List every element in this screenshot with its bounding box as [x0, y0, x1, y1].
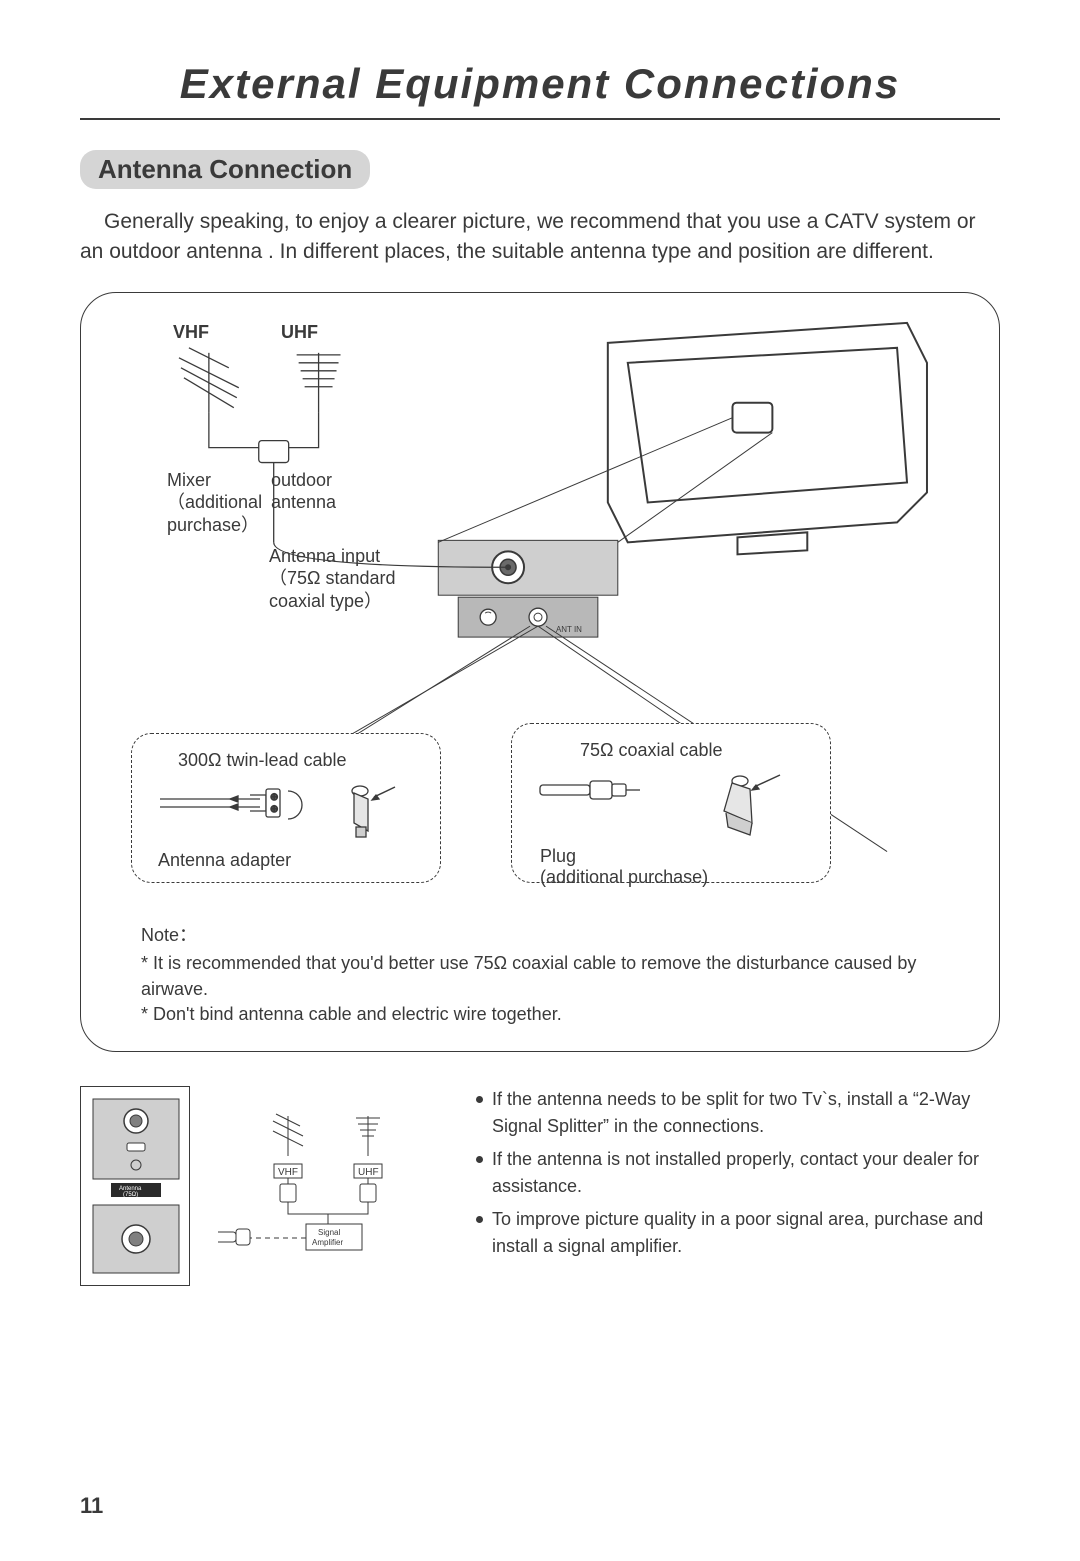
intro-paragraph: Generally speaking, to enjoy a clearer p…	[80, 207, 1000, 268]
svg-text:UHF: UHF	[358, 1167, 379, 1178]
page-number: 11	[80, 1493, 103, 1519]
page-title: External Equipment Connections	[80, 60, 1000, 118]
tip-item: To improve picture quality in a poor sig…	[476, 1206, 1000, 1260]
svg-text:⊕: ⊕	[270, 804, 278, 815]
uhf-label: UHF	[281, 321, 318, 344]
coaxial-illustration	[530, 771, 820, 841]
svg-text:ANT IN: ANT IN	[556, 625, 582, 634]
note-line-1: * It is recommended that you'd better us…	[141, 951, 939, 1001]
plug-label: Plug (additional purchase)	[540, 846, 812, 888]
twin-lead-illustration: ⊕ ⊕	[150, 781, 420, 841]
section-heading-pill: Antenna Connection	[80, 150, 370, 189]
mixer-label: Mixer （additional purchase）	[167, 469, 262, 537]
mini-rear-panel-svg: Antenna (75Ω)	[81, 1087, 191, 1287]
callout-twin-lead: 300Ω twin-lead cable ⊕ ⊕	[131, 733, 441, 883]
antenna-input-label: Antenna input （75Ω standard coaxial type…	[269, 545, 396, 613]
note-line-2: * Don't bind antenna cable and electric …	[141, 1002, 939, 1027]
antenna-adapter-label: Antenna adapter	[158, 850, 422, 871]
tip-item: If the antenna needs to be split for two…	[476, 1086, 1000, 1140]
tips-list: If the antenna needs to be split for two…	[476, 1086, 1000, 1266]
signal-amplifier-diagram: VHF UHF Signal Amplifier	[218, 1086, 448, 1286]
svg-text:VHF: VHF	[278, 1167, 298, 1178]
coaxial-title: 75Ω coaxial cable	[580, 740, 812, 761]
svg-text:Signal: Signal	[318, 1228, 340, 1237]
tip-item: If the antenna is not installed properly…	[476, 1146, 1000, 1200]
lower-row: Antenna (75Ω)	[80, 1086, 1000, 1286]
mini-rear-panel: Antenna (75Ω)	[80, 1086, 190, 1286]
svg-text:Amplifier: Amplifier	[312, 1238, 343, 1247]
svg-text:⊕: ⊕	[270, 792, 278, 803]
note-block: Note： * It is recommended that you'd bet…	[141, 921, 939, 1027]
svg-text:(75Ω): (75Ω)	[123, 1192, 138, 1198]
outdoor-antenna-label: outdoor antenna	[271, 469, 336, 514]
twin-lead-title: 300Ω twin-lead cable	[178, 750, 422, 771]
title-underline	[80, 118, 1000, 120]
antenna-diagram-frame: ANT IN VHF UHF Mixer （additional purchas…	[80, 292, 1000, 1052]
callout-coaxial: 75Ω coaxial cable	[511, 723, 831, 883]
vhf-label: VHF	[173, 321, 209, 344]
note-title: Note：	[141, 921, 939, 947]
amp-svg: VHF UHF Signal Amplifier	[218, 1086, 448, 1286]
